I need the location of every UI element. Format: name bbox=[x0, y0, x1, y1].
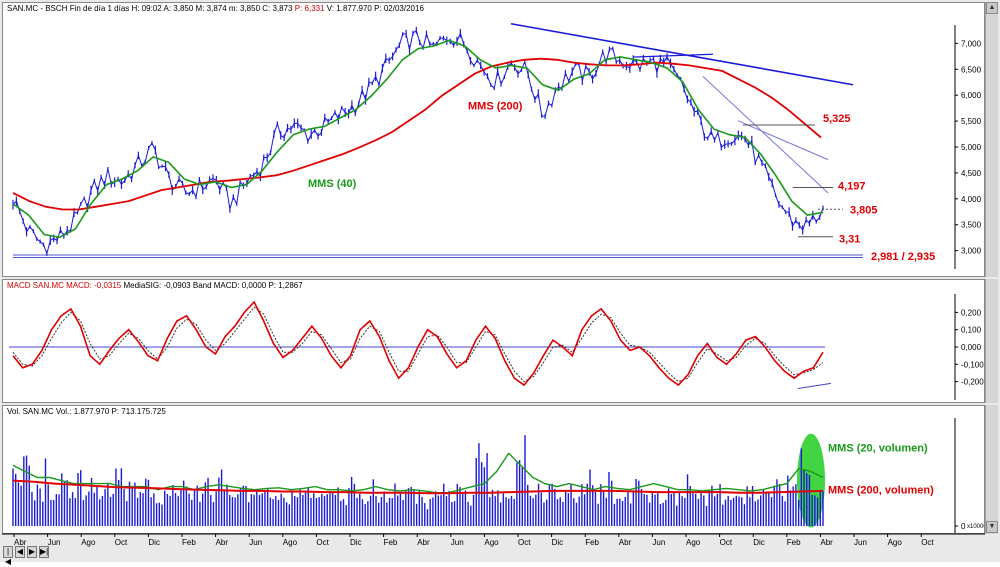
macd-values: MediaSIG: -0,0903 Band MACD: 0,0000 P: 1… bbox=[123, 281, 303, 290]
price-chart[interactable]: 7,000 6,500 6,000 5,500 5,000 4,500 4,000 3,500… bbox=[3, 3, 984, 276]
downtrend-line bbox=[737, 120, 829, 161]
price-tick-label: 4,500 bbox=[961, 169, 982, 178]
macd-tick-label: 0,100 bbox=[961, 326, 982, 335]
first-page-button[interactable]: |◀ bbox=[3, 546, 13, 566]
level-label: 3,31 bbox=[839, 234, 860, 246]
volume-header: Vol. SAN.MC Vol.: 1.877.970 P: 713.175.7… bbox=[7, 407, 166, 416]
quote-values: Fin de día 1 días H: 09:02 A: 3,850 M: 3… bbox=[69, 4, 293, 13]
macd-tick-label: 0,000 bbox=[961, 343, 982, 352]
price-panel: SAN.MC - BSCH Fin de día 1 días H: 09:02… bbox=[2, 2, 985, 277]
trendline bbox=[632, 53, 714, 58]
macd-line bbox=[12, 300, 824, 387]
vol-ma200-line bbox=[12, 479, 824, 495]
price-tick-label: 6,500 bbox=[961, 65, 982, 74]
x-tick-label: Oct bbox=[518, 538, 531, 547]
price-tick-label: 5,500 bbox=[961, 117, 982, 126]
ticker-label: SAN.MC - BSCH bbox=[7, 4, 68, 13]
x-tick-label: Dic bbox=[148, 538, 160, 547]
macd-scrollbar[interactable] bbox=[985, 279, 998, 403]
macd-label: MACD SAN.MC MACD: -0,0315 bbox=[7, 281, 122, 290]
next-page-button[interactable]: ▶ bbox=[27, 546, 37, 558]
macd-header: MACD SAN.MC MACD: -0,0315 MediaSIG: -0,0… bbox=[7, 281, 303, 290]
x-tick-label: Jun bbox=[854, 538, 867, 547]
price-tick-label: 4,000 bbox=[961, 195, 982, 204]
x-tick-label: Jun bbox=[249, 538, 262, 547]
x-tick-label: Abr bbox=[417, 538, 430, 547]
volume-panel: Vol. SAN.MC Vol.: 1.877.970 P: 713.175.7… bbox=[2, 405, 985, 534]
x-tick-label: Dic bbox=[350, 538, 362, 547]
price-line bbox=[12, 29, 824, 256]
price-header: SAN.MC - BSCH Fin de día 1 días H: 09:02… bbox=[7, 4, 424, 13]
x-tick-label: Oct bbox=[720, 538, 733, 547]
level-label: 3,805 bbox=[850, 204, 878, 216]
price-tick-label: 6,000 bbox=[961, 91, 982, 100]
x-tick-label: Feb bbox=[182, 538, 196, 547]
level-label: 5,325 bbox=[823, 113, 851, 125]
x-tick-label: Oct bbox=[316, 538, 329, 547]
volume-date: V: 1.877.970 P: 02/03/2016 bbox=[326, 4, 424, 13]
price-tick-label: 3,000 bbox=[961, 247, 982, 256]
x-tick-label: Dic bbox=[753, 538, 765, 547]
macd-panel: MACD SAN.MC MACD: -0,0315 MediaSIG: -0,0… bbox=[2, 279, 985, 403]
x-tick-label: Abr bbox=[619, 538, 632, 547]
price-scrollbar[interactable]: ▲ bbox=[985, 2, 998, 277]
macd-tick-label: -0,100 bbox=[961, 360, 984, 369]
macd-tick-label: -0,200 bbox=[961, 378, 984, 387]
price-tick-label: 5,000 bbox=[961, 143, 982, 152]
resistance-trendline bbox=[510, 22, 854, 86]
scroll-down-icon[interactable]: ▼ bbox=[986, 521, 998, 533]
ma200-line bbox=[12, 57, 822, 211]
macd-tick-label: 0,200 bbox=[961, 308, 982, 317]
divergence-line bbox=[797, 382, 832, 390]
x-tick-label: Ago bbox=[888, 538, 903, 547]
prev-page-button[interactable]: ◀ bbox=[15, 546, 25, 558]
x-tick-label: Abr bbox=[14, 538, 27, 547]
price-tick-label: 3,500 bbox=[961, 221, 982, 230]
x-tick-label: Oct bbox=[921, 538, 934, 547]
x-tick-label: Dic bbox=[552, 538, 564, 547]
x-axis: Abr Jun Ago Oct Dic Feb Abr Jun Ago Oct Dic Feb Abr J… bbox=[2, 533, 985, 547]
vol-ma20-label: MMS (20, volumen) bbox=[828, 442, 928, 454]
x-tick-label: Oct bbox=[115, 538, 128, 547]
change-value: P: 6,331 bbox=[294, 4, 325, 13]
ma40-label: MMS (40) bbox=[308, 178, 357, 190]
navigation-bar: |◀ ◀ ▶ ▶| bbox=[0, 544, 60, 566]
x-tick-label: Jun bbox=[451, 538, 464, 547]
macd-chart[interactable]: 0,200 0,100 0,000 -0,100 -0,200 bbox=[3, 280, 984, 402]
last-page-button[interactable]: ▶| bbox=[39, 546, 49, 558]
x-tick-label: Abr bbox=[216, 538, 229, 547]
volume-tick-label: 0 bbox=[961, 522, 966, 531]
x-tick-label: Ago bbox=[283, 538, 298, 547]
x-tick-label: Feb bbox=[585, 538, 599, 547]
x-tick-label: Ago bbox=[484, 538, 499, 547]
x-tick-label: Abr bbox=[820, 538, 833, 547]
volume-scale-tag: x100000 bbox=[967, 524, 984, 530]
level-label: 2,981 / 2,935 bbox=[871, 251, 935, 263]
macd-signal-line bbox=[12, 306, 824, 383]
x-tick-label: Feb bbox=[787, 538, 801, 547]
x-tick-label: Feb bbox=[384, 538, 398, 547]
x-tick-label: Jun bbox=[652, 538, 665, 547]
vol-ma200-label: MMS (200, volumen) bbox=[828, 485, 934, 497]
x-tick-label: Ago bbox=[686, 538, 701, 547]
volume-label: Vol. SAN.MC Vol.: 1.877.970 P: 713.175.7… bbox=[7, 407, 166, 416]
level-label: 4,197 bbox=[838, 181, 866, 193]
price-tick-label: 7,000 bbox=[961, 39, 982, 48]
scroll-up-icon[interactable]: ▲ bbox=[986, 2, 998, 14]
ma200-label: MMS (200) bbox=[468, 101, 523, 113]
ma40-line bbox=[12, 39, 824, 239]
downtrend-line bbox=[702, 76, 829, 194]
x-tick-label: Ago bbox=[81, 538, 96, 547]
x-tick-label: Jun bbox=[48, 538, 61, 547]
volume-scrollbar[interactable]: ▼ bbox=[985, 405, 998, 534]
